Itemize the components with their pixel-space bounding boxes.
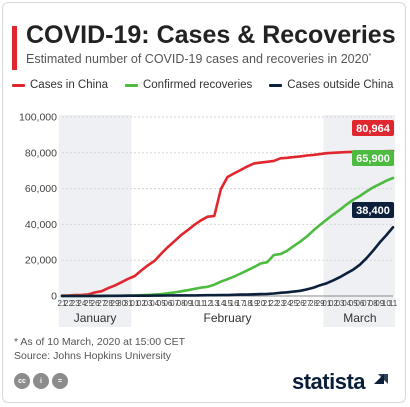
x-tick-label: 10 xyxy=(190,299,199,308)
attribution-icon: i xyxy=(33,373,49,389)
month-label: January xyxy=(74,311,117,325)
x-tick-label: 18 xyxy=(243,299,252,308)
subtitle-text: Estimated number of COVID-19 cases and r… xyxy=(26,52,369,66)
end-value-label: 80,964 xyxy=(356,123,391,135)
x-tick-label: 03 xyxy=(336,299,345,308)
x-tick-label: 23 xyxy=(276,299,285,308)
x-tick-label: 12 xyxy=(203,299,212,308)
march-label-band xyxy=(323,305,395,327)
cc-license-icon: cc xyxy=(14,373,30,389)
license-icons[interactable]: cc i = xyxy=(14,373,68,389)
title-accent-bar xyxy=(12,26,17,70)
x-tick-label: 22 xyxy=(269,299,278,308)
x-tick-label: 07 xyxy=(170,299,179,308)
x-tick-label: 01 xyxy=(322,299,331,308)
x-tick-label: 30 xyxy=(117,299,126,308)
chart-legend: Cases in China Confirmed recoveries Case… xyxy=(12,79,393,91)
chart-subtitle: Estimated number of COVID-19 cases and r… xyxy=(26,52,371,66)
legend-label-outside-china: Cases outside China xyxy=(287,79,394,91)
statista-logo[interactable]: statista xyxy=(292,369,366,394)
x-tick-label: 25 xyxy=(289,299,298,308)
x-tick-label: 04 xyxy=(150,299,159,308)
x-tick-label: 08 xyxy=(177,299,186,308)
x-tick-label: 21 xyxy=(263,299,272,308)
x-tick-label: 05 xyxy=(157,299,166,308)
x-tick-label: 09 xyxy=(183,299,192,308)
x-tick-label: 16 xyxy=(230,299,239,308)
subtitle-footnote-mark: * xyxy=(368,52,372,60)
end-label-box xyxy=(352,120,394,136)
end-value-label: 65,900 xyxy=(356,153,390,165)
x-tick-label: 06 xyxy=(163,299,172,308)
x-tick-label: 03 xyxy=(144,299,153,308)
x-tick-label: 17 xyxy=(236,299,245,308)
x-tick-label: 15 xyxy=(223,299,232,308)
x-tick-label: 21 xyxy=(58,299,67,308)
x-tick-label: 01 xyxy=(130,299,139,308)
x-tick-label: 24 xyxy=(77,299,86,308)
end-label-box xyxy=(352,150,394,166)
y-tick-label: 20,000 xyxy=(25,255,57,267)
x-tick-label: 14 xyxy=(216,299,225,308)
x-tick-label: 24 xyxy=(283,299,292,308)
x-tick-label: 05 xyxy=(349,299,358,308)
x-tick-label: 10 xyxy=(382,299,391,308)
x-tick-label: 26 xyxy=(296,299,305,308)
x-tick-label: 26 xyxy=(91,299,100,308)
y-tick-label: 60,000 xyxy=(25,183,57,195)
y-tick-label: 40,000 xyxy=(25,219,57,231)
x-tick-label: 08 xyxy=(369,299,378,308)
no-derivatives-icon: = xyxy=(52,373,68,389)
end-label-box xyxy=(352,202,394,218)
footnote: * As of 10 March, 2020 at 15:00 CET xyxy=(14,336,186,348)
x-tick-label: 23 xyxy=(71,299,80,308)
month-label: March xyxy=(343,311,376,325)
x-tick-label: 31 xyxy=(124,299,133,308)
x-tick-label: 11 xyxy=(389,299,398,308)
january-label-band xyxy=(58,305,132,327)
january-band xyxy=(58,115,132,303)
legend-label-recoveries: Confirmed recoveries xyxy=(142,79,253,91)
x-tick-label: 04 xyxy=(342,299,351,308)
y-tick-label: 100,000 xyxy=(19,112,57,124)
x-tick-label: 29 xyxy=(111,299,120,308)
series-line-2 xyxy=(60,226,395,298)
x-tick-label: 09 xyxy=(375,299,384,308)
x-tick-label: 22 xyxy=(64,299,73,308)
x-tick-label: 19 xyxy=(250,299,259,308)
statista-logo-icon xyxy=(374,374,388,384)
x-tick-label: 13 xyxy=(210,299,219,308)
x-tick-label: 28 xyxy=(309,299,318,308)
x-tick-label: 25 xyxy=(84,299,93,308)
x-tick-label: 28 xyxy=(104,299,113,308)
chart-title: COVID-19: Cases & Recoveries xyxy=(26,21,396,49)
chart-frame xyxy=(2,2,406,403)
y-tick-label: 80,000 xyxy=(25,147,57,159)
legend-swatch-recoveries xyxy=(124,83,138,87)
x-tick-label: 07 xyxy=(362,299,371,308)
legend-item-recoveries: Confirmed recoveries xyxy=(124,79,253,91)
legend-item-outside-china: Cases outside China xyxy=(269,79,393,91)
month-label: February xyxy=(203,311,251,325)
x-tick-label: 02 xyxy=(329,299,338,308)
source-note: Source: Johns Hopkins University xyxy=(14,350,171,362)
y-tick-label: 0 xyxy=(51,291,57,303)
x-tick-label: 02 xyxy=(137,299,146,308)
x-tick-label: 27 xyxy=(97,299,106,308)
series-line-0 xyxy=(60,149,395,297)
x-tick-label: 27 xyxy=(302,299,311,308)
legend-swatch-china xyxy=(12,83,25,87)
x-tick-label: 11 xyxy=(197,299,206,308)
x-tick-label: 20 xyxy=(256,299,265,308)
legend-item-china: Cases in China xyxy=(12,79,108,91)
legend-swatch-outside-china xyxy=(269,83,283,87)
legend-label-china: Cases in China xyxy=(30,79,108,91)
x-tick-label: 29 xyxy=(316,299,325,308)
end-value-label: 38,400 xyxy=(356,205,390,217)
x-tick-label: 06 xyxy=(355,299,364,308)
